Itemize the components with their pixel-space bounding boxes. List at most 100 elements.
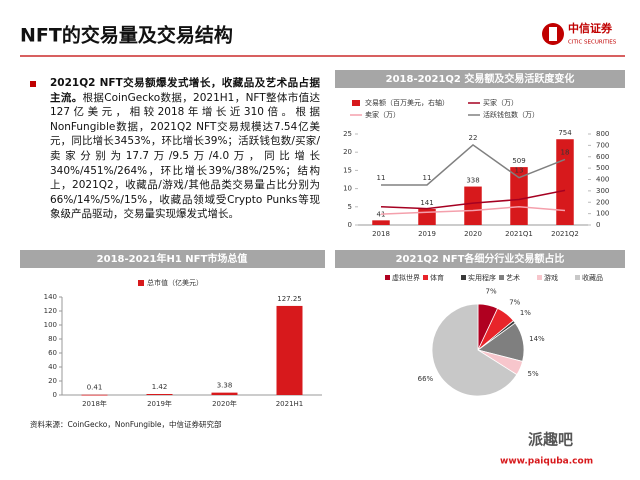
y2-tick-label: 500 <box>596 164 609 172</box>
x-tick-label: 2019 <box>418 230 436 238</box>
bar <box>372 220 390 225</box>
bar <box>276 305 303 395</box>
legend-label: 实用程序 <box>468 273 496 282</box>
slice-label: 7% <box>509 299 520 307</box>
slice-label: 5% <box>528 370 539 378</box>
legend-label: 活跃钱包数（万） <box>483 110 539 119</box>
line-label: 18 <box>561 148 570 156</box>
body-text: 2021Q2 NFT交易额爆发式增长，收藏品及艺术品占据主流。根据CoinGec… <box>50 76 320 222</box>
y2-tick-label: 800 <box>596 130 609 138</box>
y2-tick-label: 100 <box>596 210 609 218</box>
panel-header <box>335 250 625 268</box>
bar-label: 141 <box>420 199 433 207</box>
line-label: 22 <box>469 134 478 142</box>
y-tick-label: 0 <box>53 391 57 399</box>
bar-label: 3.38 <box>217 382 233 390</box>
line-label: 11 <box>377 174 386 182</box>
x-tick-label: 2018 <box>372 230 390 238</box>
bar-label: 41 <box>377 210 386 218</box>
legend-label: 卖家（万） <box>365 110 400 119</box>
legend-label: 艺术 <box>506 273 520 282</box>
watermark-name: 派趣吧 <box>528 431 573 449</box>
x-tick-label: 2020年 <box>212 399 237 408</box>
source-note: 资料来源：CoinGecko，NonFungible，中信证券研究部 <box>30 419 222 429</box>
line-label: 11 <box>423 174 432 182</box>
body-paragraph: 根据CoinGecko数据，2021H1，NFT整体市值达127亿美元，相较20… <box>50 91 320 221</box>
legend-label: 交易额（百万美元，右轴） <box>365 98 449 107</box>
y-tick-label: 100 <box>44 321 57 329</box>
line <box>380 206 566 215</box>
legend-swatch <box>138 280 144 286</box>
legend-swatch <box>575 275 580 280</box>
y-tick-label: 40 <box>48 363 57 371</box>
bar <box>146 394 173 395</box>
logo-text-en: CITIC SECURITIES <box>568 40 617 46</box>
lead-text: 2021Q2 NFT交易额爆发式增长，收藏品及艺术品占据主流。 <box>50 77 320 104</box>
line <box>381 143 566 186</box>
y-tick-label: 15 <box>343 166 352 174</box>
y-tick-label: 5 <box>348 203 352 211</box>
x-tick-label: 2021Q2 <box>551 230 579 238</box>
x-tick-label: 2021Q1 <box>505 230 533 238</box>
bar <box>211 392 238 395</box>
bar <box>464 186 482 225</box>
legend-label: 体育 <box>430 273 444 282</box>
bar-label: 127.25 <box>277 295 302 303</box>
y-tick-label: 10 <box>343 185 352 193</box>
legend-label: 总市值（亿美元） <box>147 278 203 287</box>
legend-swatch <box>423 275 428 280</box>
x-tick-label: 2018年 <box>82 399 107 408</box>
y-tick-label: 120 <box>44 307 57 315</box>
slice-label: 14% <box>529 335 545 343</box>
bar <box>81 394 108 396</box>
slice-label: 1% <box>520 309 531 317</box>
y2-tick-label: 300 <box>596 187 609 195</box>
x-tick-label: 2021H1 <box>276 400 304 408</box>
panel-title: 2018-2021Q2 交易额及交易活跃度变化 <box>386 72 575 85</box>
legend-label: 游戏 <box>544 273 558 282</box>
legend-swatch <box>352 100 360 106</box>
slide-title: NFT的交易量及交易结构 <box>20 24 233 47</box>
legend-swatch <box>461 275 466 280</box>
legend-label: 收藏品 <box>582 273 603 282</box>
y-tick-label: 20 <box>343 148 352 156</box>
y2-tick-label: 600 <box>596 153 609 161</box>
bar-label: 1.42 <box>152 383 168 391</box>
legend-label: 虚拟世界 <box>392 273 420 282</box>
bullet <box>30 81 36 87</box>
y-tick-label: 60 <box>48 349 57 357</box>
bar-label: 338 <box>466 177 479 185</box>
slice-label: 66% <box>418 375 434 383</box>
y-tick-label: 0 <box>348 221 352 229</box>
bar-label: 509 <box>512 157 525 165</box>
panel-title: 2018-2021年H1 NFT市场总值 <box>97 252 248 265</box>
panel-header <box>335 70 625 88</box>
x-tick-label: 2019年 <box>147 399 172 408</box>
slice-label: 7% <box>486 287 497 295</box>
y2-tick-label: 200 <box>596 198 609 206</box>
pie-slice <box>431 303 518 397</box>
legend-swatch <box>499 275 504 280</box>
logo-icon-inner <box>549 27 557 41</box>
y-tick-label: 80 <box>48 335 57 343</box>
logo-text: 中信证券 <box>568 21 613 35</box>
panel-header <box>20 250 325 268</box>
y-tick-label: 25 <box>343 130 352 138</box>
line-label: 13 <box>515 167 524 175</box>
y2-tick-label: 400 <box>596 176 609 184</box>
x-tick-label: 2020 <box>464 230 482 238</box>
y-tick-label: 140 <box>44 293 57 301</box>
legend-swatch <box>537 275 542 280</box>
watermark-url: www.paiquba.com <box>500 457 593 467</box>
legend-label: 买家（万） <box>483 98 518 107</box>
y2-tick-label: 700 <box>596 141 609 149</box>
bar-label: 0.41 <box>87 384 103 392</box>
panel-title: 2021Q2 NFT各细分行业交易额占比 <box>396 252 565 265</box>
line <box>380 189 566 210</box>
y2-tick-label: 0 <box>596 221 600 229</box>
bar <box>510 167 528 225</box>
bar-label: 754 <box>558 129 572 137</box>
y-tick-label: 20 <box>48 377 57 385</box>
